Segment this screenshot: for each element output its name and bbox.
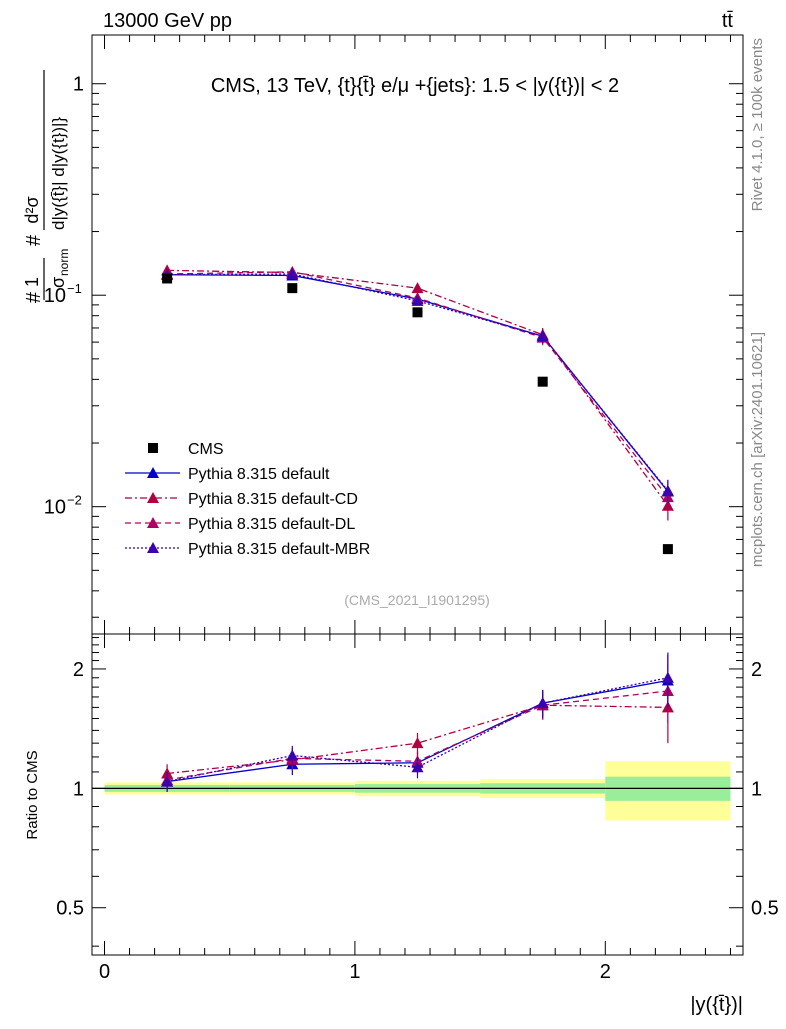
axis-ticks: 110 −110 −22 21 10.5 0.50 1 2 [44,35,779,983]
main-series-marker [411,282,424,294]
legend-label: Pythia 8.315 default-CD [188,491,358,508]
legend-label-cms: CMS [188,441,224,458]
ratio-series-marker [286,749,299,761]
x-tick-label: 1 [349,961,360,983]
mcplots-site-label: mcplots.cern.ch [arXiv:2401.10621] [749,332,766,567]
cms-data-marker [662,544,673,555]
main-y-tick-label: 10 [44,497,66,519]
legend: CMS Pythia 8.315 default Pythia 8.315 defa… [125,441,370,558]
ratio-series-marker [411,761,424,773]
analysis-id: (CMS_2021_I1901295) [344,592,490,608]
svg-text:#: # [23,291,45,303]
ratio-series-layer [161,652,674,792]
main-series-marker [286,267,299,279]
ratio-series-marker [161,775,174,787]
main-y-tick-label: 10 [44,285,66,307]
legend-label: Pythia 8.315 default [188,466,330,483]
legend-label: Pythia 8.315 default-DL [188,516,355,533]
ratio-y-tick-label-left: 0.5 [56,898,84,920]
rivet-version-label: Rivet 4.1.0, ≥ 100k events [749,38,766,211]
ratio-y-tick-label-left: 2 [73,659,84,681]
x-tick-label: 2 [600,961,611,983]
ratio-y-axis-label: Ratio to CMS [24,750,41,839]
cms-data-marker [287,283,298,294]
plot-title: CMS, 13 TeV, {t}{t̄} e/μ +{jets}: 1.5 < … [211,75,619,97]
main-series-marker [411,294,424,306]
cms-data-marker [162,273,173,284]
svg-text:#: # [23,234,45,246]
ratio-series-marker [411,737,424,749]
ratio-y-tick-label-right: 0.5 [751,898,779,920]
main-ylabel-num: d²σ [22,196,42,223]
legend-marker-cms [148,443,158,453]
cms-data-marker [412,307,423,318]
legend-marker [147,542,159,553]
main-series-marker [661,484,674,496]
main-series-line [167,274,669,492]
legend-marker [147,492,159,503]
main-series-line [167,273,669,492]
legend-marker [147,517,159,528]
svg-text:σ: σ [48,277,68,288]
main-y-tick-exponent: −2 [67,493,82,508]
svg-text:norm: norm [57,249,71,276]
main-y-tick-label: 1 [73,74,84,96]
main-ylabel-den: d|y({t̄}| d|y({t})|} [49,117,68,230]
main-ylabel-num-one: 1 [22,277,42,287]
main-y-axis-label: # 1 σ norm # d²σ d|y({t̄}| d|y({t})|} [22,70,71,303]
ratio-series-marker [536,697,549,709]
legend-marker [147,467,159,478]
ratio-y-tick-label-left: 1 [73,778,84,800]
ratio-y-tick-label-right: 2 [751,659,762,681]
ratio-series-marker [661,671,674,683]
main-series-marker [536,330,549,342]
main-y-tick-exponent: −1 [67,281,82,296]
x-tick-label: 0 [99,961,110,983]
x-axis-label: |y({t̄})| [690,994,743,1016]
cms-data-points [162,273,673,555]
cms-data-marker [537,376,548,387]
main-series-layer [161,264,674,521]
ratio-panel-frame [91,633,744,956]
ratio-series-line [167,704,668,775]
energy-label: 13000 GeV pp [103,10,232,32]
ratio-y-tick-label-right: 1 [751,778,762,800]
legend-label: Pythia 8.315 default-MBR [188,541,370,558]
process-label: tt̄ [722,10,734,32]
